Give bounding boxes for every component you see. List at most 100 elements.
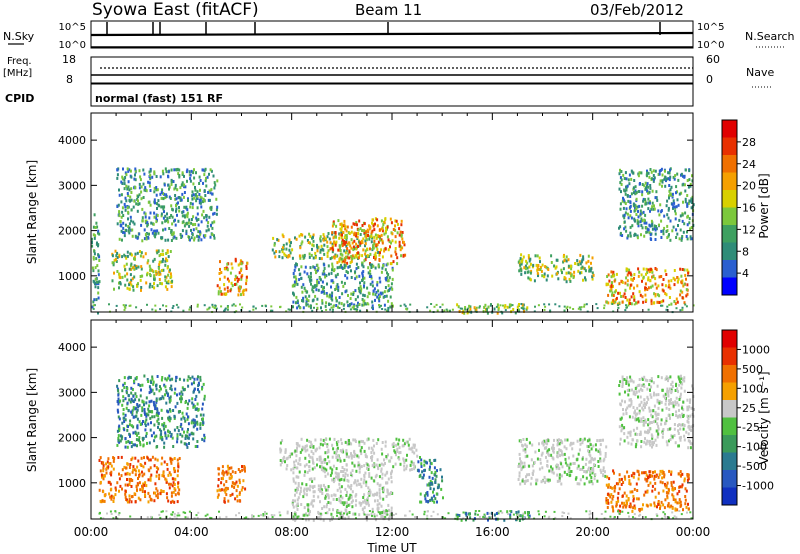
power-echo-cell [123, 308, 126, 311]
power-echo-cell [374, 217, 377, 221]
velocity-echo-cell [428, 467, 431, 471]
velocity-echo-cell [519, 482, 522, 486]
power-echo-cell [174, 223, 177, 227]
power-echo-cell [630, 302, 633, 306]
velocity-echo-cell [169, 395, 172, 399]
velocity-echo-cell [173, 457, 176, 460]
velocity-echo-cell [402, 438, 405, 442]
power-echo-cell [549, 309, 552, 312]
power-echo-cell [486, 311, 489, 315]
power-echo-cell [679, 267, 682, 271]
velocity-echo-cell [191, 419, 194, 423]
power-echo-cell [224, 308, 227, 311]
power-echo-cell [641, 279, 643, 283]
power-echo-cell [294, 275, 297, 279]
power-echo-cell [684, 168, 687, 172]
velocity-echo-cell [419, 492, 422, 496]
velocity-echo-cell [167, 416, 170, 420]
velocity-echo-cell [122, 408, 125, 411]
power-echo-cell [160, 269, 163, 272]
velocity-echo-cell [171, 377, 174, 381]
velocity-echo-cell [651, 489, 654, 493]
power-echo-cell [153, 215, 156, 219]
velocity-echo-cell [417, 460, 420, 464]
power-echo-cell [97, 296, 100, 300]
power-echo-cell [345, 237, 348, 241]
power-echo-cell [633, 298, 636, 302]
velocity-echo-cell [328, 508, 331, 512]
power-echo-cell [587, 259, 590, 263]
velocity-echo-cell [196, 377, 199, 381]
power-echo-cell [239, 262, 242, 266]
power-echo-cell [687, 185, 690, 189]
velocity-echo-cell [148, 441, 151, 445]
power-echo-cell [565, 271, 568, 275]
power-echo-cell [551, 274, 554, 278]
power-echo-cell [335, 296, 337, 300]
power-echo-cell [189, 173, 192, 177]
power-echo-cell [157, 203, 160, 207]
velocity-echo-cell [398, 457, 401, 461]
power-echo-cell [626, 273, 629, 277]
velocity-echo-cell [342, 470, 345, 474]
power-echo-cell [355, 242, 358, 246]
power-echo-cell [631, 278, 634, 282]
power-echo-cell [121, 238, 123, 242]
power-echo-cell [203, 199, 206, 203]
velocity-echo-cell [641, 388, 644, 392]
power-echo-cell [230, 262, 233, 266]
power-echo-cell [631, 224, 634, 228]
power-echo-cell [330, 306, 333, 309]
nave-tick-bottom: 0 [706, 73, 713, 86]
velocity-echo-cell [625, 408, 627, 412]
power-echo-cell [298, 234, 301, 238]
velocity-echo-cell [225, 488, 228, 492]
power-echo-cell [554, 303, 557, 306]
power-echo-cell [331, 224, 334, 228]
velocity-echo-cell [139, 440, 141, 444]
power-echo-cell [666, 305, 669, 308]
power-echo-cell [324, 275, 327, 279]
power-echo-cell [181, 210, 184, 214]
power-echo-cell [152, 259, 155, 263]
power-echo-cell [155, 188, 158, 192]
velocity-echo-cell [686, 473, 689, 477]
velocity-echo-cell [596, 439, 599, 443]
power-echo-cell [344, 290, 347, 294]
power-echo-cell [194, 188, 197, 192]
power-echo-cell [240, 262, 243, 266]
power-echo-cell [637, 190, 640, 193]
power-echo-cell [153, 211, 156, 215]
velocity-echo-cell [679, 435, 682, 439]
velocity-echo-cell [380, 504, 383, 508]
velocity-echo-cell [125, 391, 128, 395]
power-echo-cell [384, 218, 387, 222]
velocity-echo-cell [170, 461, 173, 465]
velocity-echo-cell [487, 518, 489, 522]
power-echo-cell [655, 190, 658, 194]
power-echo-cell [567, 258, 570, 262]
freq-label: Freq. [7, 56, 32, 67]
velocity-echo-cell [386, 490, 389, 494]
velocity-echo-cell [312, 518, 315, 522]
power-echo-cell [352, 248, 355, 252]
power-echo-cell [588, 265, 590, 269]
velocity-echo-cell [186, 378, 189, 382]
velocity-echo-cell [165, 478, 168, 482]
power-echo-cell [680, 236, 683, 240]
power-echo-cell [660, 300, 663, 304]
velocity-echo-cell [120, 437, 123, 441]
velocity-echo-cell [141, 422, 143, 426]
power-echo-cell [664, 175, 667, 179]
power-echo-cell [306, 303, 309, 306]
velocity-echo-cell [170, 432, 173, 436]
power-echo-cell [95, 257, 98, 261]
power-echo-cell [643, 221, 646, 225]
power-echo-cell [124, 205, 127, 209]
velocity-echo-cell [138, 436, 141, 440]
power-echo-cell [389, 305, 392, 309]
velocity-echo-cell [334, 471, 337, 475]
power-echo-cell [635, 207, 638, 211]
velocity-echo-cell [381, 452, 384, 456]
